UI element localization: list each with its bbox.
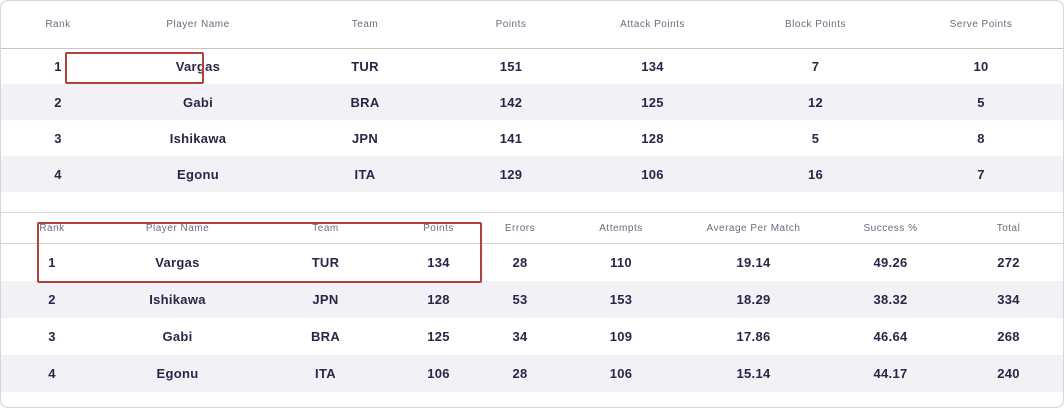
- cell-attempts: 106: [609, 365, 633, 381]
- cell-player-name: Ishikawa: [169, 130, 227, 146]
- cell-team: ITA: [354, 166, 376, 182]
- cell-points: 125: [427, 328, 450, 344]
- cell-attempts: 153: [609, 291, 633, 307]
- cell-player-name: Vargas: [155, 254, 200, 270]
- cell-rank: 1: [48, 254, 56, 270]
- cell-attempts: 110: [610, 254, 632, 270]
- scorers-table-header: Rank Player Name Team Points Attack Poin…: [1, 1, 1063, 48]
- column-header-rank: Rank: [45, 18, 71, 30]
- cell-total: 240: [997, 365, 1020, 381]
- table-row: 1 Vargas TUR 151 134 7 10: [1, 48, 1063, 84]
- cell-block-points: 16: [807, 166, 824, 182]
- cell-team: JPN: [312, 291, 339, 307]
- column-header-attack-points: Attack Points: [620, 18, 685, 30]
- cell-points: 151: [499, 58, 523, 74]
- table-row: 4 Egonu ITA 106 28 106 15.14 44.17 240: [1, 354, 1063, 392]
- header-row: Rank Player Name Team Points Attack Poin…: [1, 1, 1063, 48]
- cell-team: BRA: [310, 328, 341, 344]
- cell-rank: 1: [54, 58, 62, 74]
- cell-player-name: Gabi: [182, 94, 214, 110]
- cell-rank: 2: [48, 291, 56, 307]
- cell-block-points: 12: [807, 94, 824, 110]
- cell-points: 128: [427, 291, 450, 307]
- cell-player-name: Gabi: [162, 328, 193, 344]
- cell-average-per-match: 19.14: [736, 254, 771, 270]
- cell-block-points: 5: [811, 130, 820, 146]
- cell-rank: 2: [54, 94, 62, 110]
- cell-points: 141: [499, 130, 523, 146]
- table-row: 2 Gabi BRA 142 125 12 5: [1, 84, 1063, 120]
- cell-errors: 34: [512, 328, 528, 344]
- cell-errors: 53: [512, 291, 528, 307]
- cell-serve-points: 5: [977, 94, 985, 110]
- cell-rank: 3: [54, 130, 62, 146]
- cell-serve-points: 7: [977, 166, 985, 182]
- cell-attack-points: 106: [641, 166, 664, 182]
- cell-points: 134: [427, 254, 450, 270]
- column-header-block-points: Block Points: [784, 18, 847, 30]
- cell-points: 129: [499, 166, 523, 182]
- cell-attack-points: 134: [641, 58, 664, 74]
- cell-serve-points: 8: [977, 130, 985, 146]
- cell-block-points: 7: [811, 58, 820, 74]
- column-header-team: Team: [312, 222, 339, 234]
- attack-stats-table-header: Rank Player Name Team Points Errors Atte…: [1, 213, 1063, 244]
- cell-player-name: Egonu: [156, 365, 199, 381]
- column-header-total: Total: [996, 222, 1021, 234]
- cell-team: TUR: [351, 58, 379, 74]
- column-header-serve-points: Serve Points: [949, 18, 1013, 30]
- cell-total: 272: [997, 254, 1020, 270]
- scorers-table: Rank Player Name Team Points Attack Poin…: [1, 1, 1063, 192]
- cell-team: ITA: [315, 365, 336, 381]
- column-header-attempts: Attempts: [599, 222, 643, 234]
- cell-success-pct: 38.32: [873, 291, 908, 307]
- cell-serve-points: 10: [973, 58, 989, 74]
- column-header-points: Points: [423, 222, 454, 234]
- cell-total: 334: [997, 291, 1020, 307]
- cell-average-per-match: 17.86: [736, 328, 771, 344]
- column-header-player-name: Player Name: [145, 222, 210, 234]
- column-header-player-name: Player Name: [166, 18, 230, 30]
- column-header-team: Team: [351, 18, 379, 30]
- cell-team: BRA: [350, 94, 380, 110]
- cell-success-pct: 46.64: [873, 328, 908, 344]
- cell-average-per-match: 15.14: [736, 365, 771, 381]
- table-row: 3 Ishikawa JPN 141 128 5 8: [1, 120, 1063, 156]
- table-row: 3 Gabi BRA 125 34 109 17.86 46.64 268: [1, 318, 1063, 355]
- cell-attack-points: 128: [641, 130, 664, 146]
- cell-success-pct: 49.26: [873, 254, 908, 270]
- header-row: Rank Player Name Team Points Errors Atte…: [1, 213, 1063, 244]
- cell-total: 268: [997, 328, 1020, 344]
- column-header-average-per-match: Average Per Match: [706, 222, 801, 234]
- cell-success-pct: 44.17: [873, 365, 908, 381]
- cell-points: 142: [499, 94, 523, 110]
- cell-errors: 28: [512, 365, 528, 381]
- cell-attack-points: 125: [641, 94, 664, 110]
- cell-points: 106: [427, 365, 450, 381]
- cell-errors: 28: [512, 254, 528, 270]
- table-row: 2 Ishikawa JPN 128 53 153 18.29 38.32 33…: [1, 280, 1063, 318]
- column-header-success-pct: Success %: [863, 222, 918, 234]
- cell-rank: 4: [54, 166, 62, 182]
- cell-player-name: Vargas: [175, 58, 221, 74]
- table-row: 4 Egonu ITA 129 106 16 7: [1, 156, 1063, 192]
- table-row: 1 Vargas TUR 134 28 110 19.14 49.26 272: [1, 244, 1063, 281]
- column-header-errors: Errors: [504, 222, 536, 234]
- attack-stats-table: Rank Player Name Team Points Errors Atte…: [1, 212, 1063, 392]
- cell-attempts: 109: [609, 328, 633, 344]
- cell-average-per-match: 18.29: [736, 291, 771, 307]
- column-header-points: Points: [495, 18, 527, 30]
- cell-rank: 3: [48, 328, 56, 344]
- column-header-rank: Rank: [39, 222, 65, 234]
- cell-team: TUR: [311, 254, 340, 270]
- cell-rank: 4: [48, 365, 56, 381]
- cell-player-name: Egonu: [177, 166, 219, 182]
- cell-team: JPN: [351, 130, 379, 146]
- cell-player-name: Ishikawa: [149, 291, 206, 307]
